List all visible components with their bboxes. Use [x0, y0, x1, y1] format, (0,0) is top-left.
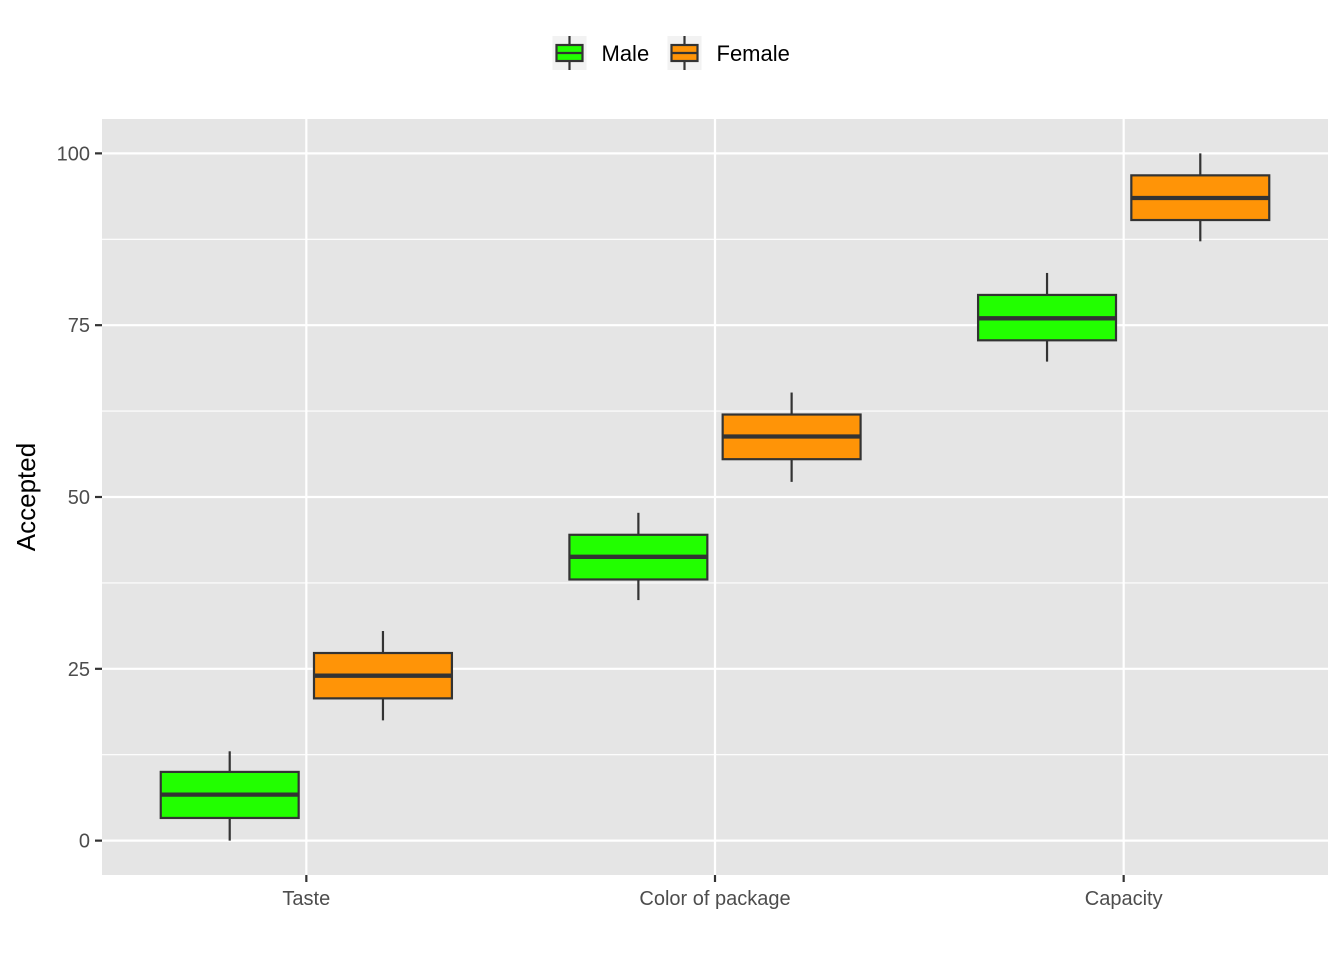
legend: Male Female — [552, 36, 790, 70]
y-tick-label: 0 — [79, 831, 90, 853]
legend-item-male: Male — [552, 36, 650, 70]
y-tick-label: 75 — [68, 315, 90, 337]
box-male-2 — [568, 512, 709, 601]
x-tick-label: Taste — [282, 888, 330, 910]
y-tick-label: 100 — [57, 143, 90, 165]
box-male-3 — [976, 272, 1118, 362]
legend-label: Female — [717, 41, 790, 66]
box-male-1 — [159, 751, 300, 841]
legend-item-female: Female — [667, 36, 790, 70]
legend-label: Male — [602, 41, 650, 66]
x-tick-label: Capacity — [1085, 888, 1163, 910]
box-female-2 — [721, 392, 862, 482]
box-female-3 — [1130, 153, 1271, 242]
x-tick-label: Color of package — [639, 888, 790, 910]
plot-panel — [102, 119, 1328, 875]
y-tick-label: 25 — [68, 659, 90, 681]
axes: Accepted 0 25 50 75 100 Taste Color of package… — [11, 143, 1163, 910]
y-tick-label: 50 — [68, 487, 90, 509]
y-axis-title: Accepted — [11, 443, 41, 551]
box-female-1 — [312, 631, 454, 721]
